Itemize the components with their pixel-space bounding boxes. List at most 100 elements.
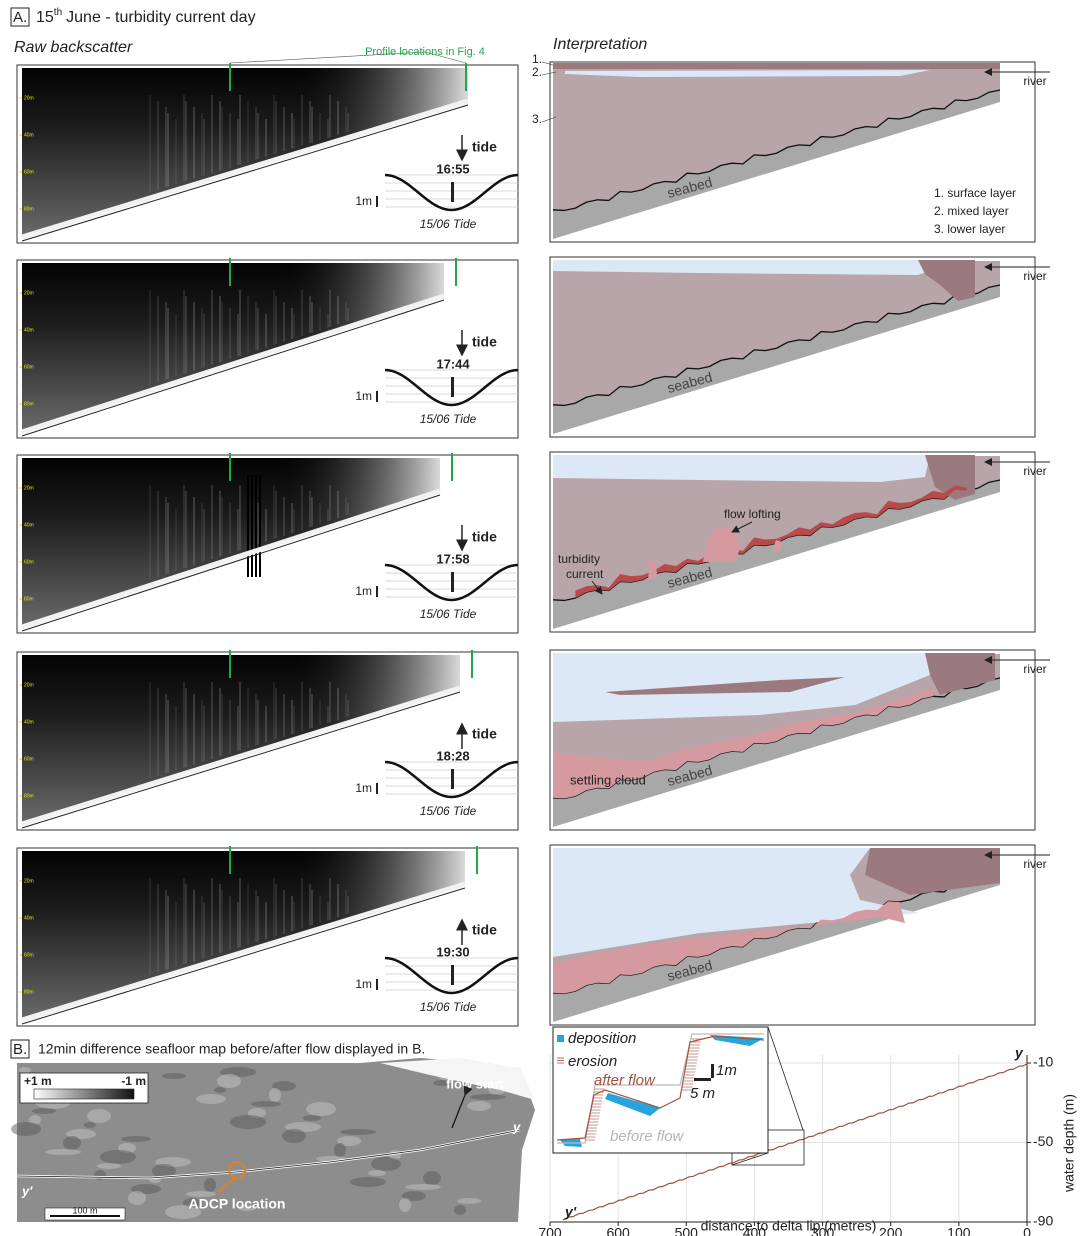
legend-entry: 2. mixed layer: [934, 204, 1009, 218]
map-texture: [165, 1205, 201, 1219]
tide-marker: [451, 182, 454, 202]
river-label: river: [1023, 74, 1046, 88]
depth-label: 60m: [24, 559, 34, 565]
seabed-return: [21, 685, 461, 827]
after-flow-line: [556, 1035, 765, 1141]
profile-track-core: [16, 1129, 521, 1179]
map-texture: [269, 1088, 281, 1102]
zoom-leader: [731, 1152, 769, 1166]
tide-label: tide: [472, 726, 497, 742]
lower-layer: [553, 261, 1000, 406]
annotation: settling cloud: [570, 772, 646, 787]
sonar-fade: [22, 263, 444, 432]
tide-caption: 15/06 Tide: [420, 607, 477, 621]
inset-legend: deposition: [568, 1030, 636, 1047]
layer-number: 1.: [532, 52, 542, 66]
panel-b-box: [10, 1039, 30, 1059]
map-texture: [423, 1171, 441, 1185]
x-tick-label: 700: [538, 1225, 562, 1236]
adcp-marker: [228, 1161, 246, 1179]
map-texture: [405, 1184, 441, 1190]
depth-label: 80m: [24, 206, 34, 212]
tide-marker: [451, 572, 454, 592]
seabed-return: [21, 881, 466, 1023]
inset-legend: erosion: [568, 1053, 617, 1070]
inset-scale-label: 5 m: [690, 1085, 715, 1102]
surface-layer: [865, 848, 1000, 895]
annotation: flow lofting: [724, 507, 781, 521]
map-texture: [45, 1149, 81, 1155]
tide-time: 17:44: [436, 356, 470, 371]
depth-label: 20m: [24, 290, 34, 296]
depth-label: 40m: [24, 719, 34, 725]
interp-heading: Interpretation: [553, 36, 647, 53]
seabed-edge: [21, 494, 441, 632]
deposition-swatch: [557, 1035, 564, 1042]
legend-entry: 3. lower layer: [934, 222, 1005, 236]
tide-scale: 1m: [355, 194, 372, 208]
map-texture: [402, 1191, 426, 1201]
sonar-fade: [22, 851, 465, 1020]
annotation: turbidity: [558, 552, 600, 566]
x-tick-label: 200: [879, 1225, 903, 1236]
tide-scale: 1m: [355, 389, 372, 403]
seabed-line: [552, 284, 1001, 407]
layer-number: 3.: [532, 112, 542, 126]
adcp-leader: [217, 1177, 236, 1193]
annotation-arrow: [731, 521, 753, 533]
x-tick-label: 0: [1023, 1225, 1031, 1236]
seabed-return: [21, 293, 445, 435]
sonar-fade: [22, 655, 460, 824]
map-texture: [11, 1122, 41, 1136]
settling-cloud: [553, 901, 905, 994]
layer-number: 2.: [532, 65, 542, 79]
seabed-band: [553, 285, 1000, 434]
map-texture: [230, 1115, 266, 1129]
lofting-plume: [648, 560, 657, 580]
layer-leader: [541, 71, 557, 76]
x-tick-label: 600: [606, 1225, 630, 1236]
river-label: river: [1023, 662, 1046, 676]
note-leader: [424, 51, 467, 64]
lower-layer: [553, 66, 1000, 211]
seabed-band: [553, 480, 1000, 629]
tide-marker: [451, 377, 454, 397]
map-scale-max: +1 m: [24, 1074, 52, 1088]
tide-scale-bar: [376, 391, 378, 402]
tide-scale-bar: [376, 196, 378, 207]
map-texture: [337, 1136, 361, 1146]
map-texture: [204, 1178, 216, 1192]
map-texture: [470, 1094, 506, 1100]
layer-leader: [541, 61, 554, 66]
mixed-layer: [553, 455, 930, 482]
surface-layer: [925, 653, 995, 695]
river-label: river: [1023, 857, 1046, 871]
settling-cloud: [553, 688, 935, 799]
map-texture: [217, 1074, 241, 1088]
tide-label: tide: [472, 922, 497, 938]
profile-end-label: y: [1014, 1045, 1024, 1061]
seabed-return: [21, 98, 469, 240]
surface-layer: [553, 63, 1000, 69]
inset-scale-label: 1m: [716, 1062, 737, 1079]
mixed-layer: [553, 260, 935, 275]
depth-label: 60m: [24, 364, 34, 370]
map-texture: [306, 1102, 336, 1116]
inset-box: [552, 1026, 769, 1154]
map-texture: [63, 1136, 81, 1150]
map-texture: [238, 1205, 256, 1211]
map-texture: [457, 1198, 481, 1204]
tide-marker: [451, 965, 454, 985]
y-tick-label: -10: [1033, 1054, 1053, 1070]
profile-note: Profile locations in Fig. 4: [365, 46, 485, 58]
map-texture: [214, 1087, 226, 1093]
map-texture: [32, 1108, 56, 1114]
depth-label: 80m: [24, 401, 34, 407]
map-texture: [251, 1101, 281, 1107]
y-axis-label: water depth (m): [1061, 1094, 1077, 1193]
deposition-area: [710, 1035, 764, 1046]
map-texture: [19, 1067, 31, 1073]
flow-lofting: [703, 527, 740, 562]
river-label: river: [1023, 464, 1046, 478]
